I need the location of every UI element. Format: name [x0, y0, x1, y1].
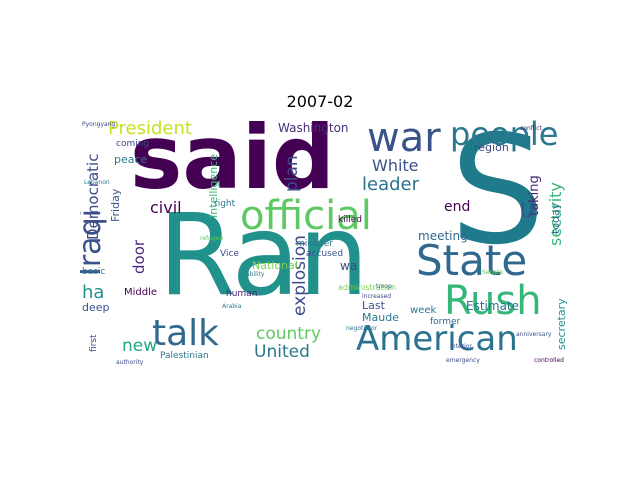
word: Pyongyang: [82, 121, 116, 128]
word: human: [226, 289, 258, 299]
word: basic: [82, 267, 106, 277]
word: Democratic: [84, 153, 102, 240]
word: accused: [306, 249, 344, 259]
word: wa: [340, 259, 358, 273]
word: leader: [362, 174, 420, 195]
word: White: [372, 156, 419, 175]
word: Estimate: [466, 299, 520, 313]
word: killed: [338, 215, 362, 225]
word: region: [474, 141, 509, 154]
word: Palestinian: [160, 351, 209, 361]
word: door: [130, 239, 148, 274]
word: former: [430, 317, 461, 327]
word: Arabia: [222, 303, 242, 310]
word: talk: [152, 313, 220, 354]
word: plan: [282, 155, 302, 192]
word: refugee: [200, 235, 224, 242]
word: said: [130, 118, 335, 209]
word: week: [410, 305, 437, 316]
word: emergency: [446, 357, 480, 364]
word: new: [122, 336, 158, 356]
word: official: [240, 193, 372, 239]
word: controlled: [534, 357, 564, 364]
word: ha: [82, 282, 105, 303]
word: Friday: [109, 188, 122, 222]
word: anniversary: [516, 331, 552, 338]
word: end: [444, 199, 471, 215]
word: S: [450, 118, 546, 278]
word: Vice: [220, 249, 239, 259]
word: Last: [362, 299, 385, 312]
word: Washington: [278, 121, 349, 135]
word: war: [367, 118, 441, 161]
word: peace: [114, 153, 148, 166]
word: negotiator: [346, 325, 378, 332]
word: secretary: [555, 298, 568, 350]
word: meeting: [418, 229, 468, 243]
word: administration: [338, 283, 397, 292]
word: troop: [376, 283, 392, 290]
word: deep: [82, 301, 110, 314]
word: State: [416, 236, 528, 285]
word: first: [89, 334, 99, 352]
word: civil: [150, 198, 182, 217]
word: United: [254, 342, 310, 362]
word: Ran: [158, 191, 369, 321]
word: right: [214, 199, 236, 209]
word: Lebanon: [84, 179, 110, 186]
word: Senate: [482, 269, 504, 276]
word: Rush: [444, 278, 542, 324]
word: Interior: [450, 343, 472, 350]
chart-title: 2007-02: [286, 92, 354, 111]
word: minister: [296, 239, 333, 249]
word: ability: [246, 271, 265, 278]
word: country: [256, 324, 322, 344]
word: conflict: [520, 125, 542, 132]
word: coming: [116, 139, 150, 149]
word: National: [252, 259, 298, 272]
word: today: [549, 202, 562, 234]
word: increased: [362, 293, 392, 300]
word: American: [356, 319, 518, 359]
word: President: [108, 118, 192, 139]
word-cloud: Ran said S war people official State Ira…: [80, 118, 576, 367]
word: authority: [116, 359, 144, 366]
word: Maude: [362, 311, 399, 324]
word: U: [520, 198, 535, 222]
word: Middle: [124, 287, 158, 298]
word: people: [450, 118, 559, 153]
